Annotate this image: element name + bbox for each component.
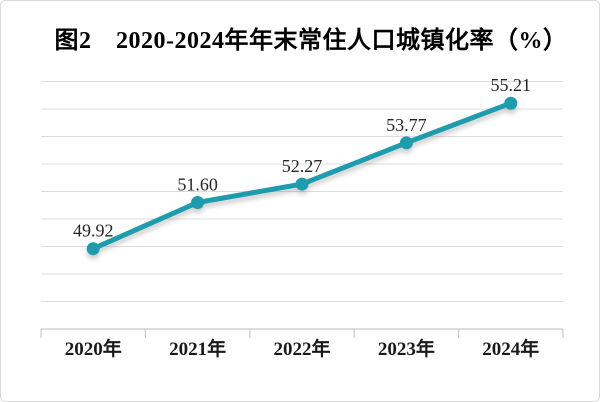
data-label: 53.77 [386,115,427,135]
chart-title: 图2 2020-2024年年末常住人口城镇化率（%） [54,28,568,54]
x-axis-label: 2021年 [169,337,226,360]
data-point [399,136,413,150]
x-axis-label: 2022年 [273,337,330,360]
x-axis-label: 2023年 [378,337,435,360]
data-point [191,196,205,209]
data-point [86,242,100,256]
data-label: 51.60 [177,175,218,195]
data-label: 52.27 [282,156,323,176]
x-axis-label: 2024年 [482,337,539,360]
data-label: 55.21 [491,75,532,95]
data-point [504,96,518,110]
series-年末常住人口城镇化率 [86,96,518,256]
data-point [295,177,309,191]
x-axis-label: 2020年 [65,337,122,360]
data-label: 49.92 [73,221,114,241]
